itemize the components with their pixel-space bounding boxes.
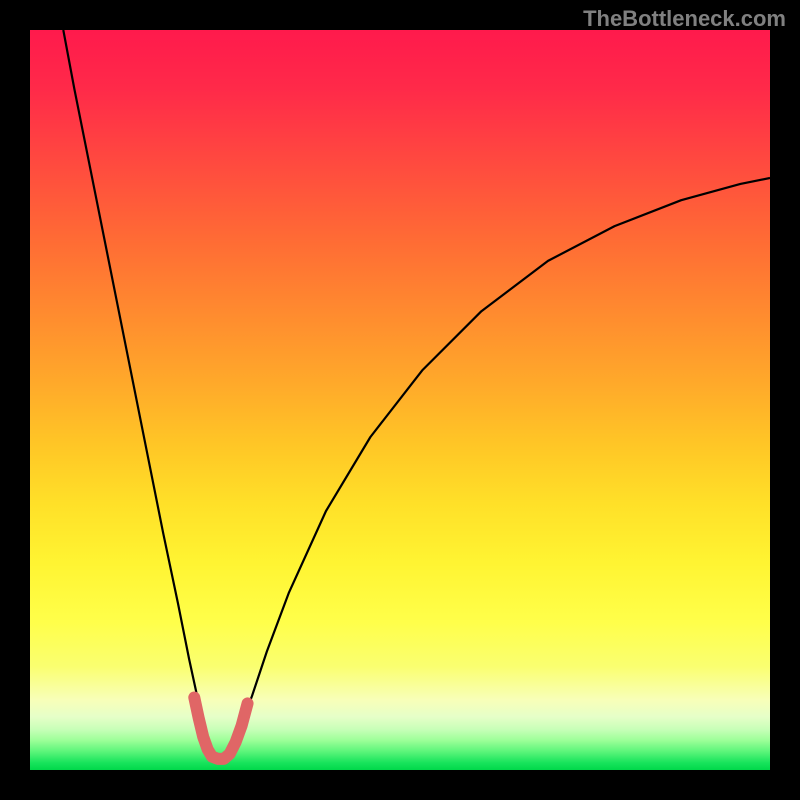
bottleneck-chart (30, 30, 770, 770)
watermark-text: TheBottleneck.com (583, 6, 786, 32)
